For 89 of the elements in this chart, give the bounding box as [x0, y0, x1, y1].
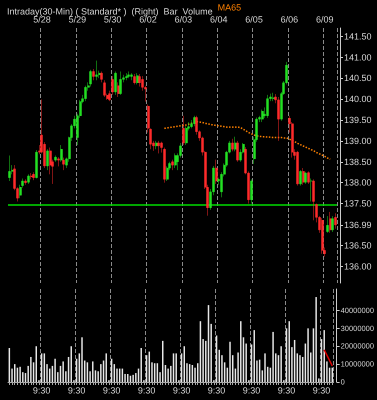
x-tick-label: 9:30 [312, 386, 330, 396]
candlestick [234, 136, 237, 152]
x-tick-label: 9:30 [68, 386, 86, 396]
candlestick [171, 159, 174, 170]
candlestick [296, 150, 299, 186]
candlestick [46, 148, 49, 170]
y-tick-label: 141.50 [344, 31, 372, 42]
y-tick-label: 140.50 [344, 73, 372, 84]
candlestick [89, 70, 92, 87]
candlestick [174, 153, 177, 168]
candlestick [321, 218, 324, 254]
x-tick-label: 6/09 [316, 14, 334, 24]
candlestick [54, 155, 57, 162]
y-tick-label: 136.00 [344, 261, 372, 272]
x-tick-label: 9:30 [208, 386, 226, 396]
candlestick [119, 71, 122, 96]
candlestick [138, 74, 141, 87]
candlestick [32, 172, 35, 180]
x-tick-label: 6/05 [245, 14, 263, 24]
x-tick-label: 5/28 [33, 14, 51, 24]
candlestick [266, 94, 269, 118]
x-tick-label: 5/29 [68, 14, 86, 24]
x-tick-label: 5/30 [104, 14, 122, 24]
candlestick [329, 212, 332, 234]
candlestick [272, 92, 275, 102]
candlestick [312, 179, 315, 221]
x-tick-label: 6/03 [174, 14, 192, 24]
y-tick-label: 136.99 [344, 220, 372, 230]
candlestick [60, 144, 63, 162]
candlestick [182, 116, 185, 146]
x-tick-label: 6/02 [139, 14, 157, 24]
text: MA65 [218, 2, 242, 12]
x-tick-label: 9:30 [138, 386, 156, 396]
candlestick [302, 168, 305, 186]
candlestick [30, 172, 33, 180]
y-tick-label: 141.00 [344, 52, 372, 62]
y-tick-label: 137.50 [344, 198, 372, 209]
candlestick [24, 179, 27, 186]
candlestick [95, 60, 98, 81]
candlestick [100, 71, 103, 83]
y-tick-label: 138.50 [344, 156, 372, 167]
x-tick-label: 9:30 [172, 386, 190, 396]
candlestick [250, 179, 253, 204]
y-tick-label: 138.00 [344, 178, 372, 188]
candlestick [277, 96, 280, 142]
candlestick [166, 166, 169, 182]
candlestick [133, 74, 136, 85]
candlestick [231, 138, 234, 152]
candlestick [155, 140, 158, 150]
chart-title: Intraday(30-Min) ( Standard* ) (Right) Bar Volume [7, 6, 213, 16]
candlestick [62, 157, 65, 170]
candlestick [157, 140, 160, 154]
candlestick [35, 150, 38, 179]
candlestick [334, 212, 337, 229]
candlestick [193, 116, 196, 126]
y-tick-label: 139.00 [344, 136, 372, 146]
candlestick [8, 155, 11, 182]
candlestick [27, 174, 30, 184]
candlestick [127, 71, 130, 78]
candlestick [299, 170, 302, 186]
candlestick [236, 140, 239, 162]
candlestick [114, 71, 117, 96]
candlestick [103, 80, 106, 98]
x-tick-label: 9:30 [242, 386, 260, 396]
candlestick [261, 109, 264, 122]
candlestick [125, 72, 128, 81]
x-tick-label: 9:30 [32, 386, 50, 396]
candlestick [307, 171, 310, 184]
candlestick [117, 82, 120, 98]
x-tick-label: 9:30 [102, 386, 120, 396]
candlestick [136, 72, 139, 85]
line-series [323, 349, 334, 367]
candlestick [331, 216, 334, 232]
candlestick [57, 156, 60, 167]
y-tick-label: 140.00 [344, 94, 372, 104]
candlestick [190, 120, 193, 129]
x-tick-label: 6/04 [210, 14, 228, 24]
candlestick [92, 68, 95, 81]
candlestick [130, 72, 133, 81]
candlestick [326, 216, 329, 234]
line-series [164, 120, 331, 160]
x-tick-label: 9:30 [278, 386, 296, 396]
y-tick-label: 136.50 [344, 240, 372, 250]
x-tick-label: 6/06 [280, 14, 298, 24]
y-tick-label: 139.50 [344, 114, 372, 125]
candlestick [215, 159, 218, 184]
candlestick [304, 172, 307, 184]
candlestick [84, 85, 87, 102]
candlestick [185, 126, 188, 146]
